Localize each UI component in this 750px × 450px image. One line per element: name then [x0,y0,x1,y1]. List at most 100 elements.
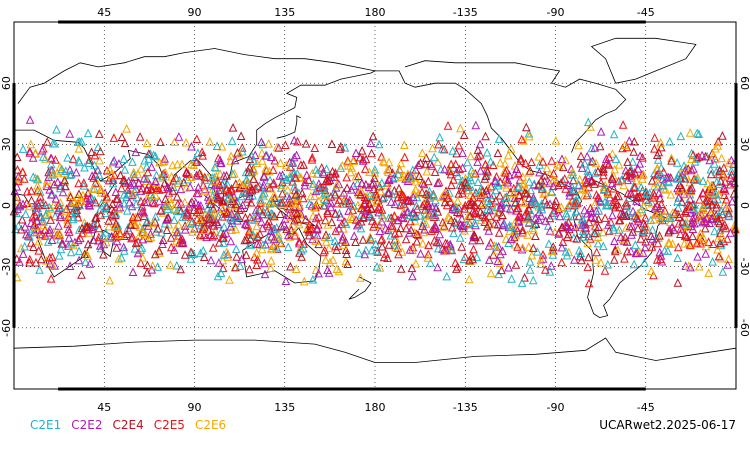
observation-triangle [629,259,639,269]
observation-triangle [570,222,580,231]
observation-triangle [663,246,673,255]
observation-triangle [172,236,181,245]
observation-triangle [299,160,308,169]
observation-triangle [219,222,229,231]
observation-triangle [504,262,513,272]
observation-triangle [655,203,665,213]
observation-triangle [297,188,307,198]
observation-triangle [399,191,408,200]
observation-triangle [34,200,43,210]
observation-triangle [154,196,164,206]
observation-triangle [511,260,521,269]
observation-triangle [18,167,28,176]
observation-triangle [571,206,581,216]
observation-triangle [515,175,525,184]
observation-triangle [615,215,625,225]
observation-triangle [713,136,723,146]
observation-triangle [55,228,64,238]
observation-triangle [584,278,594,288]
observation-triangle [259,171,269,180]
observation-triangle [622,142,632,152]
observation-triangle [394,228,404,237]
observation-triangle [556,202,566,211]
observation-triangle [158,235,168,244]
observation-triangle [321,176,331,185]
observation-triangle [39,220,48,230]
observation-triangle [104,216,114,225]
observation-triangle [625,189,635,199]
observation-triangle [128,212,138,222]
observation-triangle [214,237,224,247]
observation-triangle [582,170,592,180]
observation-triangle [161,194,170,203]
observation-triangle [494,134,504,143]
observation-triangle [433,157,443,166]
observation-triangle [721,223,731,233]
observation-triangle [724,208,734,218]
observation-triangle [704,268,714,277]
observation-triangle [469,244,478,254]
observation-triangle [446,159,456,169]
observation-triangle [366,235,376,245]
observation-triangle [405,244,415,254]
observation-triangle [675,180,684,189]
observation-triangle [45,258,55,268]
observation-triangle [590,199,600,209]
observation-triangle [554,180,563,190]
observation-triangle [144,149,154,158]
observation-triangle [473,151,483,161]
observation-triangle [32,216,42,225]
observation-triangle [719,199,729,209]
observation-triangle [579,218,589,228]
observation-triangle [75,233,85,243]
observation-triangle [535,167,544,177]
observation-triangle [705,196,715,206]
observation-triangle [331,226,341,235]
observation-triangle [367,148,376,158]
observation-triangle [74,255,84,265]
observation-triangle [63,152,72,162]
observation-triangle [45,224,55,234]
observation-triangle [452,148,461,158]
observation-triangle [406,216,415,226]
observation-triangle [622,246,632,256]
observation-triangle [484,226,494,235]
observation-triangle [129,167,139,177]
observation-triangle [419,227,429,237]
observation-triangle [604,226,614,235]
observation-triangle [632,213,642,222]
observation-triangle [655,230,664,240]
observation-triangle [336,141,346,151]
observation-triangle [289,152,299,162]
frame-bar-top [58,20,646,24]
observation-triangle [102,191,112,201]
observation-triangle [412,201,421,210]
observation-triangle [91,178,100,187]
observation-triangle [101,227,111,237]
observation-triangle [286,212,295,221]
observation-triangle [68,214,78,224]
observation-triangle [65,170,75,180]
observation-triangle [550,200,560,210]
observation-triangle [583,238,592,248]
observation-triangle [639,218,649,228]
observation-triangle [33,186,43,196]
observation-triangle [582,151,592,161]
observation-triangle [276,183,286,192]
observation-triangle [388,173,398,183]
observation-triangle [337,219,347,228]
observation-triangle [510,217,520,227]
observation-triangle [210,208,219,218]
observation-triangle [110,170,119,180]
observation-triangle [43,237,53,246]
observation-triangle [383,253,392,262]
observation-triangle [274,229,283,239]
observation-triangle [610,164,620,174]
observation-triangle [162,200,171,210]
observation-triangle [689,174,699,184]
observation-triangle [511,197,521,207]
observation-triangle [701,196,710,206]
observation-triangle [646,266,656,275]
observation-triangle [63,219,73,228]
observation-triangle [525,166,535,175]
